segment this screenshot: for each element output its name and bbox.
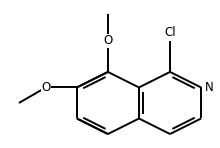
Text: O: O [41,81,50,94]
Text: N: N [205,81,214,94]
Text: O: O [103,34,113,47]
Text: Cl: Cl [164,26,176,39]
